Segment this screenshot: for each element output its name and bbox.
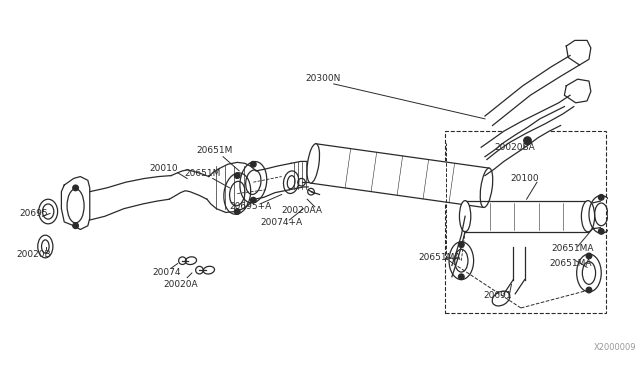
Polygon shape <box>485 107 564 176</box>
Ellipse shape <box>307 144 319 183</box>
Text: 20074+A: 20074+A <box>260 218 302 227</box>
Polygon shape <box>207 162 256 212</box>
Circle shape <box>598 195 604 200</box>
Polygon shape <box>169 170 209 199</box>
Polygon shape <box>481 95 574 160</box>
Text: 20010: 20010 <box>149 164 178 173</box>
Text: 20100: 20100 <box>511 174 539 183</box>
Text: 20695: 20695 <box>20 209 49 218</box>
Text: X2000009: X2000009 <box>594 343 636 352</box>
Circle shape <box>73 223 79 228</box>
Text: 20300N: 20300N <box>305 74 340 83</box>
Ellipse shape <box>460 201 471 232</box>
Polygon shape <box>289 161 310 190</box>
Text: 20651M: 20651M <box>184 169 221 178</box>
Circle shape <box>234 173 240 179</box>
Text: 20020A: 20020A <box>163 280 198 289</box>
Text: 20651MA: 20651MA <box>549 259 592 268</box>
Circle shape <box>458 274 464 280</box>
Circle shape <box>234 209 240 214</box>
Circle shape <box>250 161 256 167</box>
Text: 20695+A: 20695+A <box>230 202 272 211</box>
Text: 20020B: 20020B <box>16 250 51 259</box>
Text: 20020AA: 20020AA <box>282 206 323 215</box>
Polygon shape <box>254 163 291 199</box>
Ellipse shape <box>581 201 595 232</box>
Polygon shape <box>90 176 171 220</box>
Circle shape <box>586 253 592 259</box>
Circle shape <box>250 197 256 203</box>
Text: 20020BA: 20020BA <box>495 143 535 152</box>
Text: 20074: 20074 <box>152 269 180 278</box>
Circle shape <box>73 185 79 191</box>
Circle shape <box>586 287 592 293</box>
Polygon shape <box>564 79 591 103</box>
Polygon shape <box>452 216 465 277</box>
Circle shape <box>598 228 604 234</box>
Polygon shape <box>310 144 489 208</box>
Text: 20691: 20691 <box>483 291 512 300</box>
Circle shape <box>458 242 464 247</box>
Polygon shape <box>61 177 90 230</box>
Polygon shape <box>465 201 588 232</box>
Bar <box>445 131 606 313</box>
Ellipse shape <box>480 168 493 208</box>
Circle shape <box>524 137 531 144</box>
Text: 20651M: 20651M <box>196 145 233 155</box>
Text: 20651MA: 20651MA <box>551 244 594 253</box>
Polygon shape <box>485 55 579 125</box>
Polygon shape <box>566 41 591 65</box>
Text: 20651MA: 20651MA <box>419 253 461 262</box>
